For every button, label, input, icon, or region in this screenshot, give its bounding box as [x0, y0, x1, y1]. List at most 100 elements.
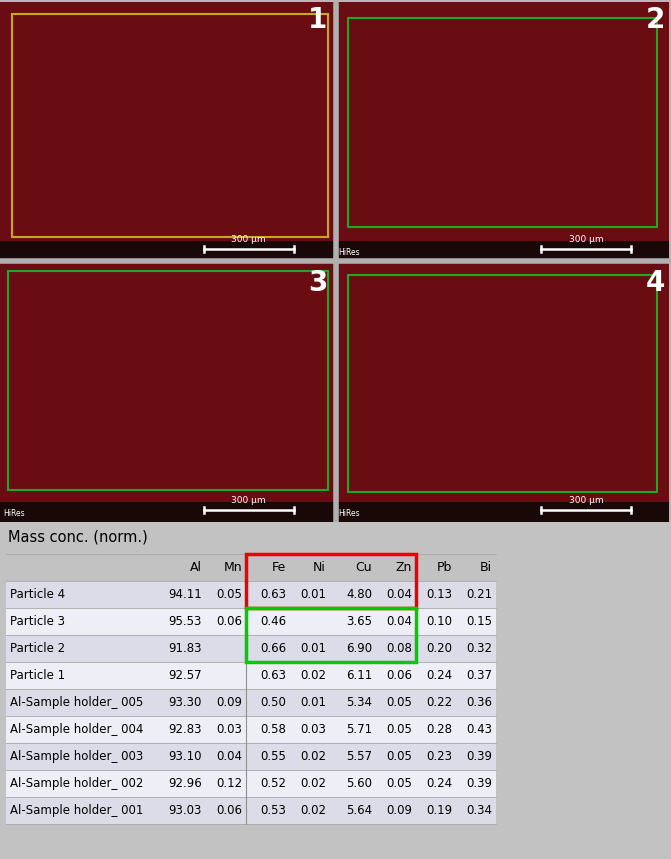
Text: HiRes: HiRes: [338, 248, 360, 257]
Bar: [290, 554, 330, 581]
Text: HiRes: HiRes: [3, 509, 25, 518]
Bar: [0, 241, 333, 261]
Text: Particle 3: Particle 3: [10, 615, 65, 628]
Text: 0.39: 0.39: [466, 777, 492, 790]
Text: 0.53: 0.53: [260, 804, 286, 817]
Text: 6.11: 6.11: [346, 669, 372, 682]
Text: 93.10: 93.10: [168, 750, 202, 763]
Text: 0.37: 0.37: [466, 669, 492, 682]
Bar: [416, 554, 456, 581]
Text: 0.03: 0.03: [216, 723, 242, 736]
Text: 300 µm: 300 µm: [569, 496, 603, 505]
Text: 0.04: 0.04: [216, 750, 242, 763]
Text: 0.06: 0.06: [216, 615, 242, 628]
Text: 6.90: 6.90: [346, 642, 372, 655]
Text: 300 µm: 300 µm: [231, 235, 266, 244]
Bar: [0, 502, 333, 522]
Text: 95.53: 95.53: [168, 615, 202, 628]
Text: 0.01: 0.01: [300, 588, 326, 601]
Text: Pb: Pb: [437, 561, 452, 574]
Bar: [206, 554, 246, 581]
Text: 300 µm: 300 µm: [231, 496, 266, 505]
Bar: [376, 554, 416, 581]
Bar: [456, 554, 496, 581]
Bar: [336, 263, 669, 522]
Bar: [0, 263, 333, 522]
Text: 0.66: 0.66: [260, 642, 286, 655]
Text: 0.52: 0.52: [260, 777, 286, 790]
Text: 0.09: 0.09: [386, 804, 412, 817]
Text: 0.58: 0.58: [260, 723, 286, 736]
Text: Mn: Mn: [223, 561, 242, 574]
Text: 0.06: 0.06: [216, 804, 242, 817]
Text: 0.12: 0.12: [216, 777, 242, 790]
Text: 0.02: 0.02: [300, 669, 326, 682]
Text: Particle 4: Particle 4: [10, 588, 65, 601]
Bar: [12, 14, 327, 237]
Bar: [6, 689, 496, 716]
Text: 0.08: 0.08: [386, 642, 412, 655]
Bar: [8, 271, 327, 490]
Text: Al-Sample holder_ 001: Al-Sample holder_ 001: [10, 804, 144, 817]
Text: Mass conc. (norm.): Mass conc. (norm.): [8, 530, 148, 545]
Text: Zn: Zn: [396, 561, 412, 574]
Text: 0.02: 0.02: [300, 804, 326, 817]
Text: 0.36: 0.36: [466, 696, 492, 709]
Text: 0.39: 0.39: [466, 750, 492, 763]
Text: 0.63: 0.63: [260, 669, 286, 682]
Text: 5.64: 5.64: [346, 804, 372, 817]
Text: Bi: Bi: [480, 561, 492, 574]
Text: 5.71: 5.71: [346, 723, 372, 736]
Bar: [6, 716, 496, 743]
Text: 5.57: 5.57: [346, 750, 372, 763]
Text: Fe: Fe: [272, 561, 286, 574]
Bar: [6, 743, 496, 770]
Bar: [6, 635, 496, 662]
Text: 0.06: 0.06: [386, 669, 412, 682]
Text: 92.57: 92.57: [168, 669, 202, 682]
Bar: [336, 502, 669, 522]
Bar: [6, 581, 496, 608]
Text: 3.65: 3.65: [346, 615, 372, 628]
Bar: [6, 554, 154, 581]
Text: 0.03: 0.03: [300, 723, 326, 736]
Bar: [6, 608, 496, 635]
Text: 0.22: 0.22: [426, 696, 452, 709]
Text: Al: Al: [190, 561, 202, 574]
Bar: [6, 770, 496, 797]
Text: Al-Sample holder_ 004: Al-Sample holder_ 004: [10, 723, 144, 736]
Text: Al-Sample holder_ 002: Al-Sample holder_ 002: [10, 777, 144, 790]
Text: 94.11: 94.11: [168, 588, 202, 601]
Text: 0.13: 0.13: [426, 588, 452, 601]
Text: 5.60: 5.60: [346, 777, 372, 790]
Text: 93.30: 93.30: [168, 696, 202, 709]
Bar: [336, 2, 669, 261]
Bar: [0, 2, 333, 261]
Text: Ni: Ni: [313, 561, 326, 574]
Text: 0.04: 0.04: [386, 588, 412, 601]
Text: 0.15: 0.15: [466, 615, 492, 628]
Bar: [246, 554, 290, 581]
Text: 5.34: 5.34: [346, 696, 372, 709]
Text: 92.96: 92.96: [168, 777, 202, 790]
Text: 0.19: 0.19: [426, 804, 452, 817]
Text: 0.43: 0.43: [466, 723, 492, 736]
Text: 0.34: 0.34: [466, 804, 492, 817]
Bar: [348, 275, 657, 492]
Text: 0.05: 0.05: [386, 723, 412, 736]
Text: 0.32: 0.32: [466, 642, 492, 655]
Bar: [336, 241, 669, 261]
Text: 0.01: 0.01: [300, 642, 326, 655]
Text: 0.55: 0.55: [260, 750, 286, 763]
Text: 2: 2: [646, 6, 665, 34]
Text: 0.24: 0.24: [426, 777, 452, 790]
Text: 4: 4: [646, 269, 665, 297]
Text: 0.24: 0.24: [426, 669, 452, 682]
Text: 3: 3: [308, 269, 327, 297]
Bar: [246, 608, 416, 662]
Text: 93.03: 93.03: [168, 804, 202, 817]
Text: 0.01: 0.01: [300, 696, 326, 709]
Text: Particle 2: Particle 2: [10, 642, 65, 655]
Text: 0.50: 0.50: [260, 696, 286, 709]
Bar: [6, 797, 496, 824]
